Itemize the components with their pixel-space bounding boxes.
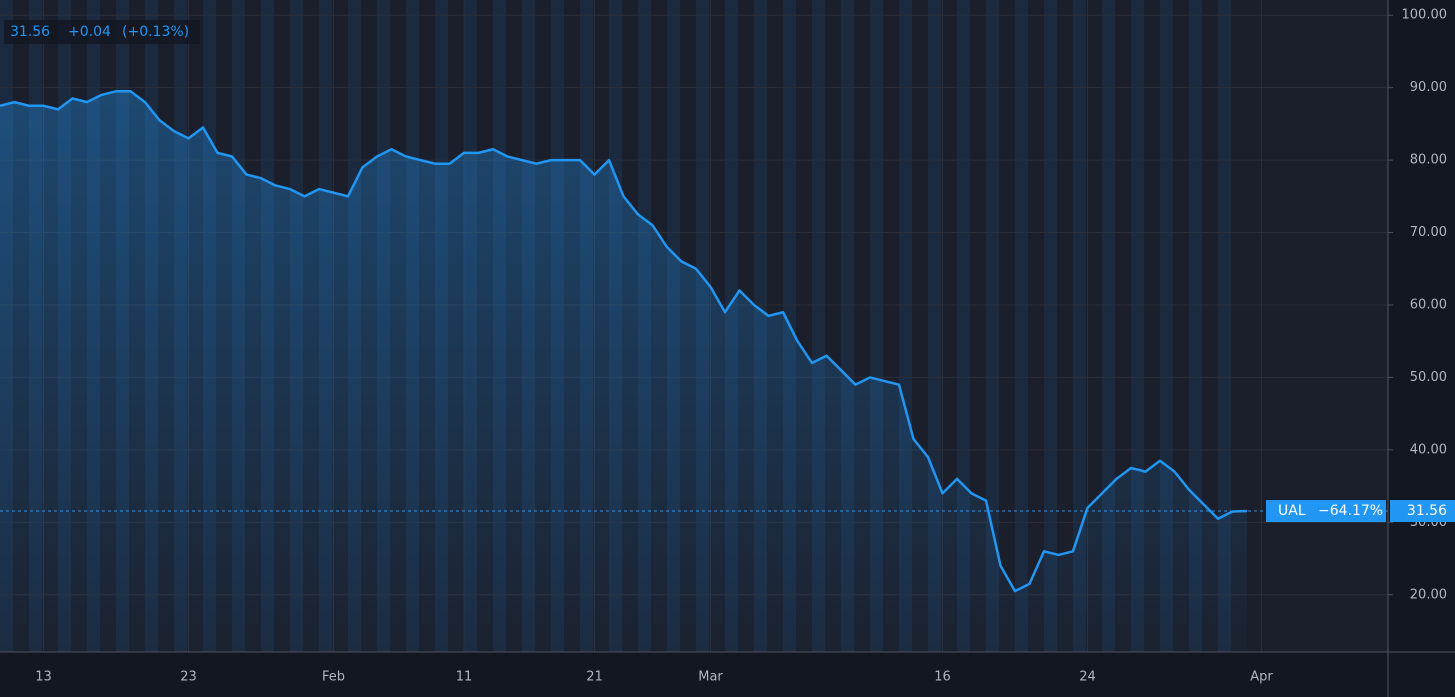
header-percent: (+0.13%)	[122, 24, 189, 40]
series-name: UAL	[1278, 503, 1306, 519]
header-box	[4, 20, 200, 44]
header-change: +0.04	[68, 24, 111, 40]
x-tick-label: 11	[456, 670, 473, 685]
series-change: −64.17%	[1318, 503, 1383, 519]
x-tick-label: 23	[180, 670, 197, 685]
x-tick-label: 13	[35, 670, 52, 685]
y-tick-label: 60.00	[1410, 297, 1447, 312]
price-label: 31.56	[1407, 503, 1447, 519]
x-tick-label: 21	[586, 670, 603, 685]
y-tick-label: 70.00	[1410, 225, 1447, 240]
y-tick-label: 50.00	[1410, 370, 1447, 385]
y-tick-label: 100.00	[1402, 8, 1448, 23]
x-tick-label: Feb	[322, 670, 345, 685]
x-tick-label: Apr	[1250, 670, 1273, 685]
x-tick-label: 16	[934, 670, 951, 685]
header-price: 31.56	[10, 24, 50, 40]
area-fill	[0, 91, 1247, 652]
price-label-box	[1390, 500, 1455, 523]
x-tick-label: Mar	[698, 670, 723, 685]
x-tick-label: 24	[1079, 670, 1096, 685]
y-tick-label: 90.00	[1410, 80, 1447, 95]
y-tick-label: 40.00	[1410, 442, 1447, 457]
y-tick-label: 20.00	[1410, 587, 1447, 602]
price-line	[0, 90, 1248, 593]
series-label-box	[1266, 500, 1386, 523]
y-tick-label: 80.00	[1410, 153, 1447, 168]
